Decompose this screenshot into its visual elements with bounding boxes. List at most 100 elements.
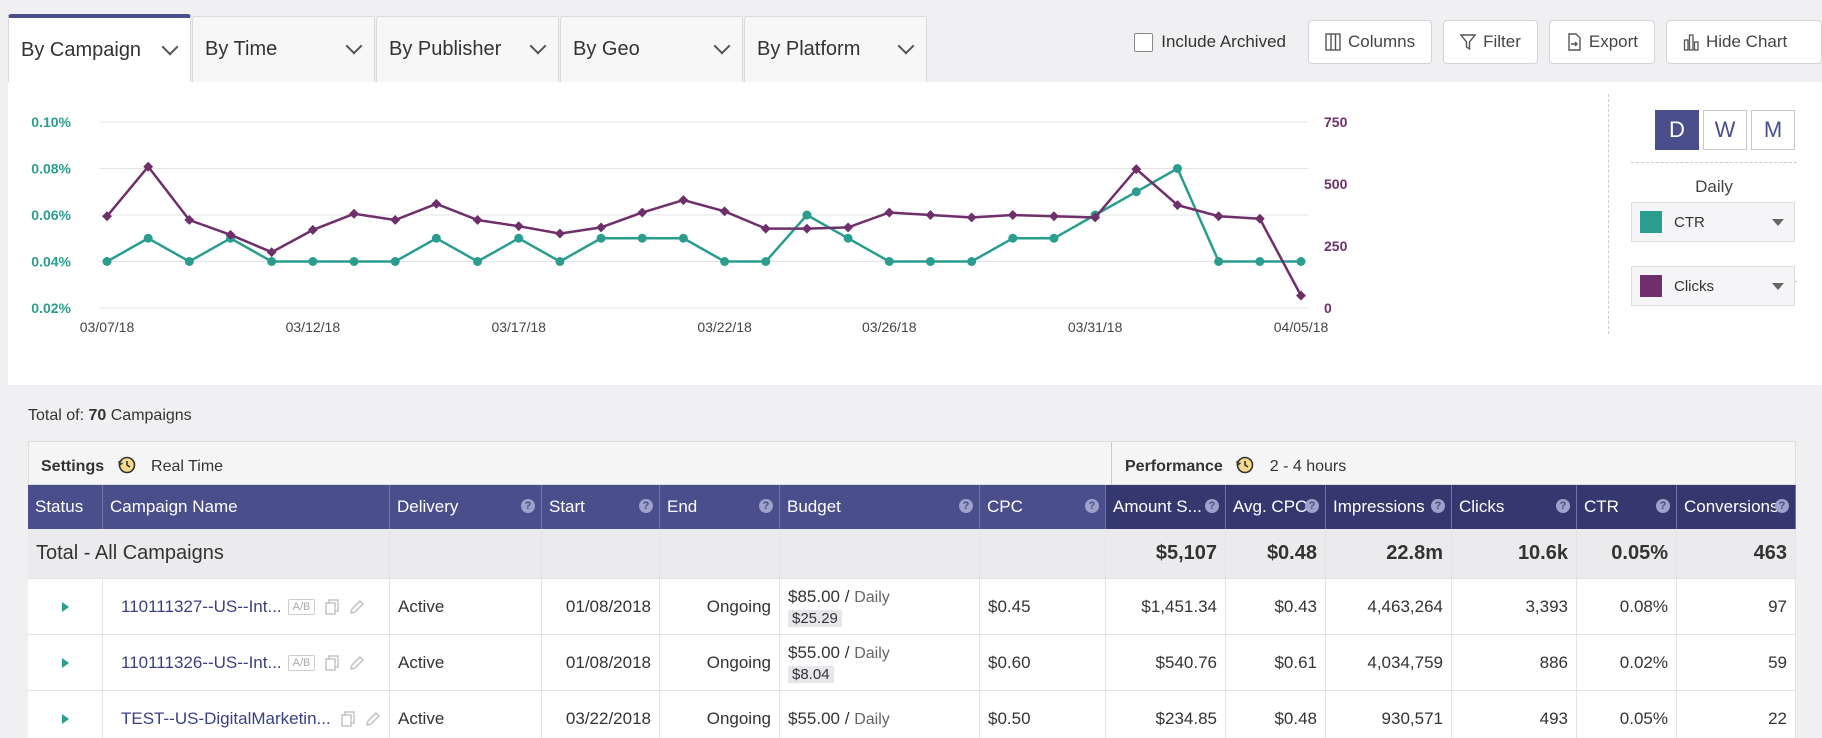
tab-label: By Time <box>205 38 278 60</box>
copy-icon[interactable] <box>341 710 355 727</box>
data-point <box>390 215 401 225</box>
x-tick-label: 03/22/18 <box>697 319 752 335</box>
y-left-tick-label: 0.08% <box>31 161 71 177</box>
edit-icon[interactable] <box>349 655 365 671</box>
columns-icon <box>1325 33 1341 51</box>
ctr-cell: 0.08% <box>1577 579 1677 634</box>
help-icon[interactable]: ? <box>1656 499 1670 513</box>
performance-group-note: 2 - 4 hours <box>1269 458 1347 475</box>
data-point <box>1049 211 1059 222</box>
campaign-name-link[interactable]: TEST--US-DigitalMarketin... <box>121 708 331 728</box>
help-icon[interactable]: ? <box>1431 499 1445 513</box>
data-point <box>925 257 935 266</box>
campaign-name-cell: 110111326--US--Int... A/B <box>103 635 390 690</box>
total-impressions: 22.8m <box>1326 529 1452 578</box>
col-delivery[interactable]: Delivery? <box>390 485 542 529</box>
edit-icon[interactable] <box>365 711 381 727</box>
metric1-select[interactable]: CTR <box>1631 202 1795 242</box>
total-clicks: 10.6k <box>1452 529 1577 578</box>
col-amount-spent[interactable]: Amount S...? <box>1106 485 1226 529</box>
col-label: Status <box>35 497 84 516</box>
columns-button[interactable]: Columns <box>1307 20 1433 64</box>
include-archived-checkbox[interactable]: Include Archived <box>1134 32 1286 52</box>
total-amount: $5,107 <box>1106 529 1226 578</box>
tab-by-platform[interactable]: By Platform <box>744 16 927 82</box>
checkbox-box[interactable] <box>1134 32 1154 52</box>
hide-chart-button[interactable]: Hide Chart <box>1666 20 1822 64</box>
help-icon[interactable]: ? <box>959 499 973 513</box>
tab-by-publisher[interactable]: By Publisher <box>376 16 559 82</box>
data-point <box>637 207 648 218</box>
tab-by-geo[interactable]: By Geo <box>560 16 743 82</box>
help-icon[interactable]: ? <box>759 499 773 513</box>
metric2-select[interactable]: Clicks <box>1631 266 1795 306</box>
campaign-name-link[interactable]: 110111326--US--Int... <box>121 652 282 672</box>
start-cell: 03/22/2018 <box>542 691 660 738</box>
col-impressions[interactable]: Impressions? <box>1326 485 1452 529</box>
help-icon[interactable]: ? <box>1556 499 1570 513</box>
filter-label: Filter <box>1483 32 1521 51</box>
data-point <box>596 233 606 243</box>
data-point <box>143 161 154 172</box>
play-icon[interactable] <box>61 601 69 612</box>
chevron-down-icon <box>713 37 731 55</box>
col-campaign-name[interactable]: Campaign Name <box>103 485 390 529</box>
caret-down-icon <box>1772 283 1784 290</box>
col-end[interactable]: End? <box>660 485 780 529</box>
col-budget[interactable]: Budget? <box>780 485 980 529</box>
period-label: Daily <box>1631 162 1797 197</box>
data-point <box>720 257 730 266</box>
period-month-button[interactable]: M <box>1751 110 1795 150</box>
col-label: CPC <box>987 497 1023 516</box>
play-icon[interactable] <box>61 657 69 668</box>
col-avg-cpc[interactable]: Avg. CPC? <box>1226 485 1326 529</box>
help-icon[interactable]: ? <box>639 499 653 513</box>
data-point <box>1254 213 1265 224</box>
period-week-button[interactable]: W <box>1703 110 1747 150</box>
report-tabs: By Campaign By Time By Publisher By Geo … <box>8 14 928 82</box>
chevron-down-icon <box>529 37 547 55</box>
data-point <box>1213 211 1224 222</box>
col-status[interactable]: Status <box>28 485 103 529</box>
end-cell: Ongoing <box>660 635 780 690</box>
caret-down-icon <box>1772 219 1784 226</box>
tab-by-campaign[interactable]: By Campaign <box>8 14 191 82</box>
col-label: CTR <box>1584 497 1619 516</box>
help-icon[interactable]: ? <box>521 499 535 513</box>
col-clicks[interactable]: Clicks? <box>1452 485 1577 529</box>
export-button[interactable]: Export <box>1548 20 1655 64</box>
campaign-name-cell: 110111327--US--Int... A/B <box>103 579 390 634</box>
hide-chart-label: Hide Chart <box>1706 32 1788 51</box>
total-label: Total - All Campaigns <box>28 529 390 578</box>
help-icon[interactable]: ? <box>1305 499 1319 513</box>
edit-icon[interactable] <box>349 599 365 615</box>
copy-icon[interactable] <box>325 598 340 615</box>
col-start[interactable]: Start? <box>542 485 660 529</box>
data-point <box>967 257 977 266</box>
play-icon[interactable] <box>61 713 69 724</box>
y-left-tick-label: 0.02% <box>31 300 71 316</box>
col-label: Budget <box>787 497 841 516</box>
x-tick-label: 04/05/18 <box>1274 319 1329 335</box>
col-cpc[interactable]: CPC? <box>980 485 1106 529</box>
campaign-name-link[interactable]: 110111327--US--Int... <box>121 596 282 616</box>
filter-button[interactable]: Filter <box>1443 20 1538 64</box>
clicks-cell: 886 <box>1452 635 1577 690</box>
delivery-cell: Active <box>390 635 542 690</box>
help-icon[interactable]: ? <box>1205 499 1219 513</box>
tab-by-time[interactable]: By Time <box>192 16 375 82</box>
data-point <box>884 207 895 218</box>
help-icon[interactable]: ? <box>1085 499 1099 513</box>
help-icon[interactable]: ? <box>1775 499 1789 513</box>
group-divider <box>1111 442 1112 486</box>
period-day-button[interactable]: D <box>1655 110 1699 150</box>
data-point <box>760 223 771 234</box>
col-ctr[interactable]: CTR? <box>1577 485 1677 529</box>
cpc-cell: $0.45 <box>980 579 1106 634</box>
total-conversions: 463 <box>1677 529 1796 578</box>
col-label: Amount S... <box>1113 497 1202 516</box>
copy-icon[interactable] <box>325 654 340 671</box>
data-point <box>266 247 277 258</box>
data-point <box>719 206 730 217</box>
col-conversions[interactable]: Conversions? <box>1677 485 1796 529</box>
